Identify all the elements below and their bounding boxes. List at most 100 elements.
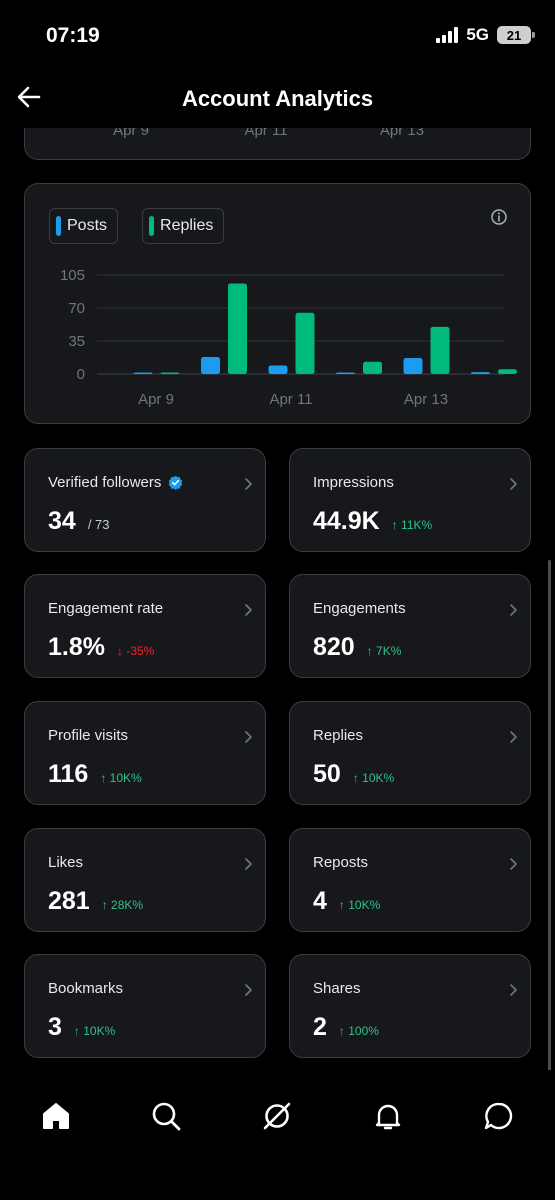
metric-total: / 73 (87, 517, 110, 532)
metric-label-text: Bookmarks (48, 980, 124, 997)
legend-replies-swatch (149, 216, 155, 236)
metric-value-row: 44.9K ↑ 11K% (313, 507, 432, 536)
legend-posts[interactable]: Posts (49, 208, 119, 244)
bar-posts-apr-10 (201, 357, 220, 374)
chevron-right-icon (510, 604, 517, 616)
metric-value-row: 116 ↑ 10K% (48, 760, 142, 789)
metric-value: 4 (313, 887, 327, 915)
network-type: 5G (466, 25, 489, 44)
metric-label-text: Impressions (313, 474, 394, 491)
notifications-icon[interactable] (372, 1100, 404, 1132)
metric-value-row: 34 / 73 (48, 507, 110, 536)
metric-value-row: 820 ↑ 7K% (313, 633, 401, 662)
back-arrow-icon[interactable] (14, 82, 44, 112)
metric-label: Profile visits (48, 727, 128, 744)
activity-chart: 0 35 70 105 Apr 9 Apr 11 Apr 13 (60, 267, 517, 408)
metric-value: 820 (313, 633, 355, 661)
x-tick-label: Apr 13 (404, 391, 448, 408)
metric-card-likes[interactable]: Likes 281 ↑ 28K% (24, 828, 266, 932)
metric-card-shares[interactable]: Shares 2 ↑ 100% (289, 954, 531, 1058)
legend-replies-label: Replies (160, 217, 214, 234)
metric-label-text: Replies (313, 727, 364, 744)
metric-value: 281 (48, 887, 90, 915)
metric-value: 1.8% (48, 633, 105, 661)
bar-posts-apr-12 (336, 372, 355, 374)
x-tick-label: Apr 9 (138, 391, 174, 408)
bottom-navigation (0, 1070, 555, 1200)
bar-posts-apr-14 (471, 372, 490, 374)
scrollbar[interactable] (548, 560, 551, 1080)
y-tick-label: 35 (68, 333, 85, 350)
header: Account Analytics (0, 70, 555, 128)
legend-posts-label: Posts (67, 217, 108, 234)
chevron-right-icon (245, 984, 252, 996)
metric-card-reposts[interactable]: Reposts 4 ↑ 10K% (289, 828, 531, 932)
chevron-right-icon (510, 984, 517, 996)
metric-delta: ↑ 10K% (352, 771, 395, 785)
metric-value: 34 (48, 507, 76, 535)
page-title: Account Analytics (181, 86, 374, 111)
bar-replies-apr-12 (363, 361, 382, 374)
metric-label-text: Profile visits (48, 727, 129, 744)
metric-card-engagement-rate[interactable]: Engagement rate 1.8% ↓ -35% (24, 574, 266, 678)
grok-icon[interactable] (261, 1100, 293, 1132)
metric-delta: ↓ -35% (116, 644, 155, 658)
bar-replies-apr-14 (498, 369, 517, 374)
metric-value-row: 281 ↑ 28K% (48, 887, 143, 916)
metric-card-engagements[interactable]: Engagements 820 ↑ 7K% (289, 574, 531, 678)
metric-card-verified-followers[interactable]: Verified followers 34 / 73 (24, 448, 266, 552)
metric-card-profile-visits[interactable]: Profile visits 116 ↑ 10K% (24, 701, 266, 805)
y-tick-label: 0 (77, 366, 85, 383)
legend-posts-swatch (56, 216, 61, 236)
search-icon[interactable] (150, 1100, 182, 1132)
metric-label: Verified followers (48, 474, 183, 491)
metric-card-bookmarks[interactable]: Bookmarks 3 ↑ 10K% (24, 954, 266, 1058)
metric-delta: ↑ 10K% (73, 1024, 116, 1038)
verified-badge-icon (169, 475, 183, 490)
metric-delta: ↑ 10K% (100, 771, 142, 785)
status-time: 07:19 (46, 24, 100, 47)
metric-value: 50 (313, 760, 341, 788)
metric-label: Reposts (313, 854, 368, 871)
metric-value-row: 50 ↑ 10K% (313, 760, 394, 789)
metric-label-text: Verified followers (48, 474, 162, 491)
status-bar: 07:19 5G 21 (0, 0, 555, 70)
activity-chart-card: 0 35 70 105 Apr 9 Apr 11 Apr 13 Posts Replies (24, 183, 531, 424)
metric-value-row: 2 ↑ 100% (313, 1013, 379, 1042)
chevron-right-icon (245, 858, 252, 870)
legend-replies[interactable]: Replies (142, 208, 225, 244)
metric-value: 44.9K (313, 507, 380, 535)
battery-level: 21 (506, 27, 522, 43)
battery-icon: 21 (497, 26, 535, 44)
chevron-right-icon (245, 478, 252, 490)
bar-replies-apr-10 (228, 283, 247, 374)
metric-label-text: Engagement rate (48, 600, 164, 617)
info-icon[interactable] (490, 208, 508, 226)
metric-label-text: Shares (313, 980, 361, 997)
metric-card-impressions[interactable]: Impressions 44.9K ↑ 11K% (289, 448, 531, 552)
x-tick-label: Apr 11 (269, 391, 312, 408)
signal-icon (436, 27, 459, 43)
chevron-right-icon (510, 858, 517, 870)
chart-legend: Posts Replies (49, 208, 225, 244)
metric-label-text: Reposts (313, 854, 369, 871)
bar-replies-apr-9 (160, 372, 180, 374)
metric-value: 116 (48, 760, 89, 788)
y-tick-label: 105 (60, 267, 85, 284)
metric-delta: ↑ 10K% (338, 898, 381, 912)
metric-label-text: Likes (48, 854, 84, 871)
metric-label: Likes (48, 854, 83, 871)
metric-label: Replies (313, 727, 363, 744)
bar-replies-apr-11 (295, 312, 315, 374)
metric-card-replies[interactable]: Replies 50 ↑ 10K% (289, 701, 531, 805)
messages-icon[interactable] (483, 1100, 515, 1132)
metric-label: Engagement rate (48, 600, 163, 617)
metric-value-row: 4 ↑ 10K% (313, 887, 380, 916)
metric-value-row: 3 ↑ 10K% (48, 1013, 115, 1042)
home-icon[interactable] (40, 1100, 72, 1132)
metric-label: Impressions (313, 474, 394, 491)
chevron-right-icon (510, 478, 517, 490)
metric-delta: ↑ 100% (338, 1024, 379, 1038)
metric-label: Shares (313, 980, 361, 997)
bar-posts-apr-9 (133, 372, 153, 374)
